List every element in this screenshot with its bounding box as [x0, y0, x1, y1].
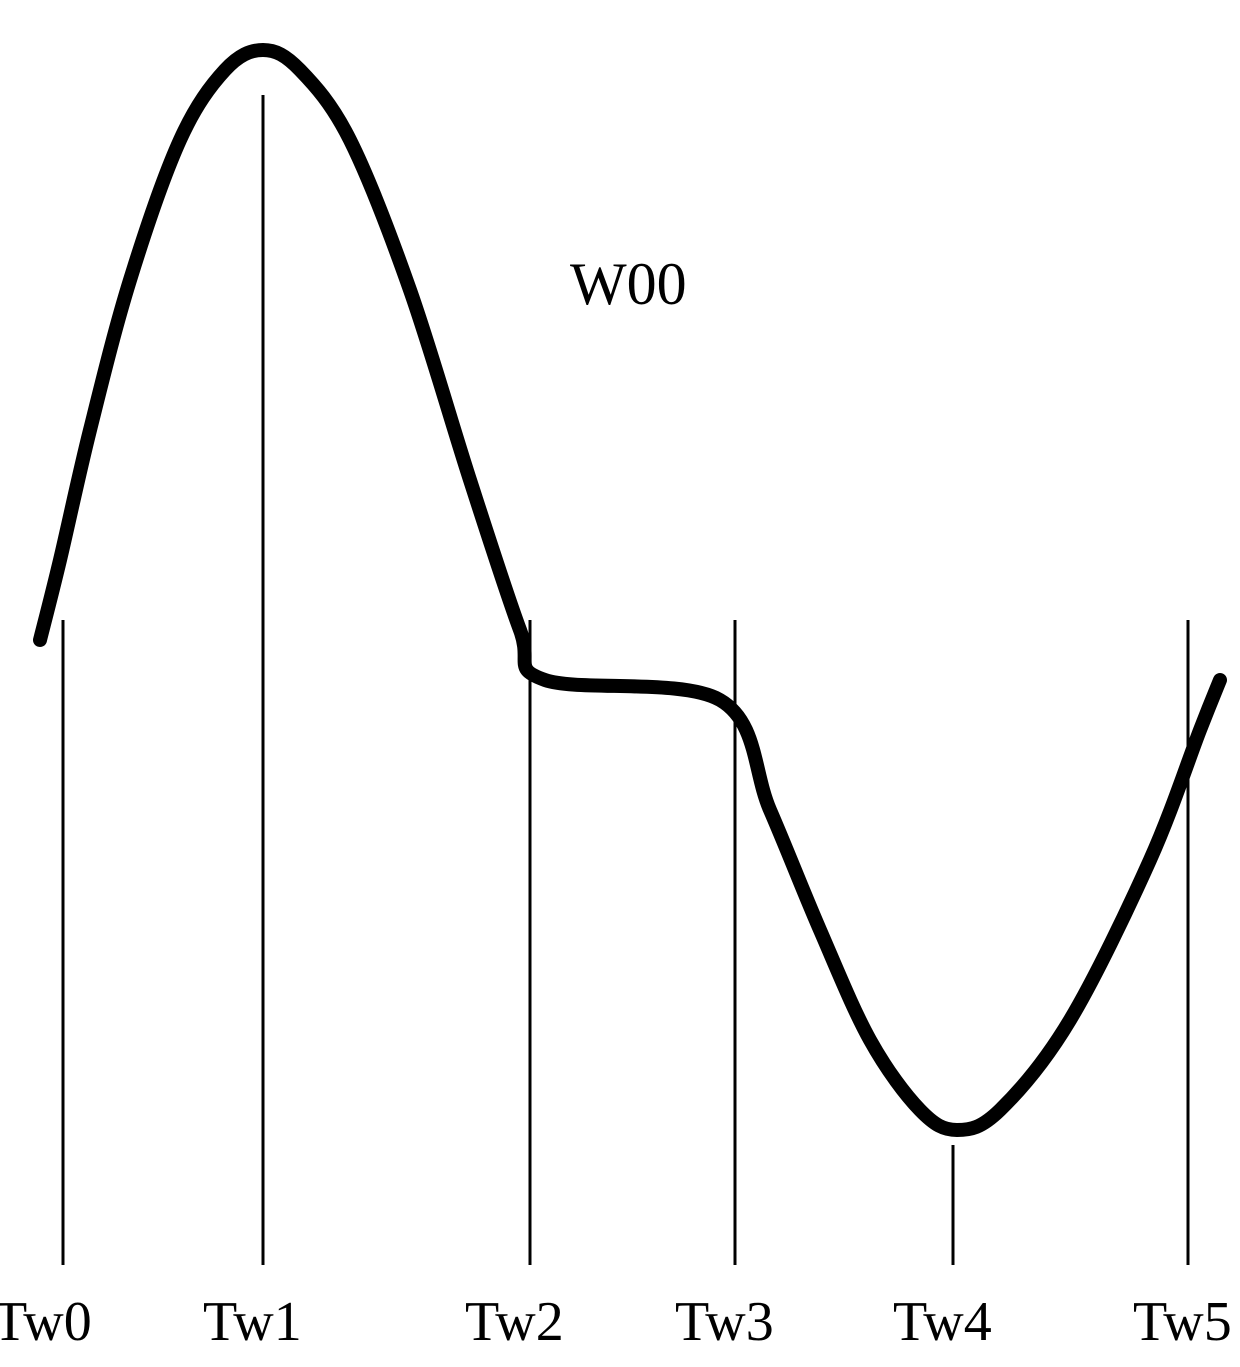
tick-label-2: Tw2	[465, 1290, 564, 1354]
curve-path	[40, 50, 1220, 1130]
diagram-svg	[0, 0, 1240, 1367]
tick-label-5: Tw5	[1133, 1290, 1232, 1354]
curve-label: W00	[570, 250, 687, 319]
tick-label-1: Tw1	[203, 1290, 302, 1354]
waveform-diagram: W00 Tw0 Tw1 Tw2 Tw3 Tw4 Tw5	[0, 0, 1240, 1367]
tick-label-4: Tw4	[893, 1290, 992, 1354]
tick-label-0: Tw0	[0, 1290, 92, 1354]
tick-label-3: Tw3	[675, 1290, 774, 1354]
